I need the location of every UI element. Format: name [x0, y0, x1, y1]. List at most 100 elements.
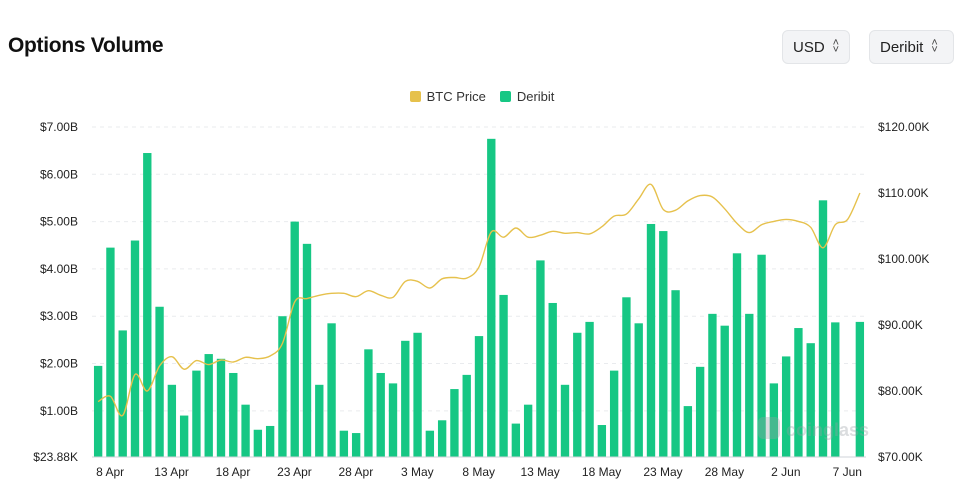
bar-deribit	[536, 260, 545, 457]
chart-axes: $23.88K $1.00B $2.00B $3.00B $4.00B $5.00B $6.…	[33, 120, 929, 479]
bar-deribit	[474, 336, 484, 457]
bar-deribit	[167, 384, 177, 457]
bar-deribit	[708, 313, 717, 457]
chevron-updown-icon: ˄ ˅	[931, 37, 938, 56]
x-tick-label: 2 Jun	[771, 465, 800, 479]
bar-deribit	[278, 316, 287, 457]
y-left-tick-label: $1.00B	[40, 404, 78, 418]
bar-deribit	[364, 349, 373, 457]
bar-deribit	[216, 358, 226, 457]
y-right-tick-label: $90.00K	[878, 318, 923, 332]
x-tick-label: 8 May	[462, 465, 495, 479]
bar-deribit	[376, 372, 385, 457]
bar-deribit	[720, 325, 729, 457]
legend-item-deribit[interactable]: Deribit	[499, 89, 555, 104]
legend-swatch-btc-price	[409, 91, 421, 102]
y-left-tick-label: $4.00B	[40, 262, 78, 276]
coinglass-logo: coinglass	[758, 417, 869, 440]
bar-deribit	[573, 332, 582, 457]
bar-deribit	[806, 343, 815, 457]
bar-deribit	[757, 254, 766, 457]
y-left-tick-label: $5.00B	[40, 215, 78, 229]
bar-deribit	[204, 354, 213, 457]
legend-label-deribit: Deribit	[516, 89, 555, 104]
bar-deribit	[143, 153, 152, 457]
bar-deribit	[130, 240, 140, 457]
x-tick-label: 13 Apr	[154, 465, 189, 479]
bar-deribit	[695, 366, 705, 457]
bar-deribit	[192, 370, 201, 457]
bar-deribit	[339, 430, 349, 457]
legend-label-btc-price: BTC Price	[426, 89, 486, 104]
bar-deribit	[499, 294, 508, 457]
bar-deribit	[511, 423, 521, 457]
bar-deribit	[388, 383, 398, 457]
bar-deribit	[523, 404, 533, 457]
x-tick-label: 23 Apr	[277, 465, 312, 479]
y-left-tick-label: $7.00B	[40, 120, 78, 134]
bar-deribit	[179, 415, 189, 457]
coinglass-logo-icon	[758, 417, 780, 439]
bar-deribit	[253, 429, 263, 457]
x-tick-label: 18 May	[582, 465, 621, 479]
bar-deribit	[327, 323, 336, 457]
line-btc-price	[97, 183, 861, 417]
bar-deribit	[265, 425, 275, 457]
bar-deribit	[487, 138, 496, 458]
y-right-tick-label: $80.00K	[878, 384, 923, 398]
y-left-tick-label: $6.00B	[40, 167, 78, 181]
page-title: Options Volume	[8, 34, 164, 57]
legend-item-btc-price[interactable]: BTC Price	[409, 89, 486, 104]
y-right-tick-label: $120.00K	[878, 120, 929, 134]
bar-deribit	[585, 321, 594, 457]
x-tick-label: 23 May	[643, 465, 682, 479]
y-left-tick-label: $2.00B	[40, 357, 78, 371]
bar-deribit	[818, 200, 828, 457]
bar-deribit	[659, 231, 668, 457]
bar-deribit	[622, 297, 631, 457]
exchange-select[interactable]: Deribit ˄ ˅	[869, 30, 954, 64]
bar-deribit	[401, 340, 410, 457]
bar-deribit	[302, 243, 312, 457]
bar-deribit	[548, 302, 557, 457]
chart-legend: BTC Price Deribit	[0, 89, 964, 104]
x-tick-label: 18 Apr	[216, 465, 251, 479]
x-tick-label: 7 Jun	[833, 465, 862, 479]
bar-deribit	[118, 330, 127, 457]
bar-deribit	[745, 313, 754, 457]
y-right-tick-label: $100.00K	[878, 252, 929, 266]
bar-deribit	[437, 420, 447, 457]
bar-deribit	[462, 374, 471, 457]
bar-deribit	[855, 321, 865, 457]
legend-swatch-deribit	[499, 91, 511, 102]
x-tick-label: 28 May	[705, 465, 744, 479]
y-right-tick-label: $70.00K	[878, 450, 923, 464]
bar-deribit	[290, 221, 299, 457]
x-tick-label: 28 Apr	[339, 465, 374, 479]
x-tick-label: 3 May	[401, 465, 434, 479]
coinglass-logo-text: coinglass	[786, 420, 869, 440]
bar-deribit	[106, 247, 115, 457]
y-left-tick-label: $3.00B	[40, 309, 78, 323]
bar-deribit	[315, 384, 324, 457]
x-tick-label: 8 Apr	[96, 465, 124, 479]
x-tick-label: 13 May	[520, 465, 559, 479]
chart-watermark: coinglass	[758, 417, 869, 440]
bar-deribit	[732, 253, 742, 457]
bar-deribit	[794, 328, 803, 457]
bar-deribit	[425, 430, 435, 457]
chart-line	[97, 183, 861, 417]
bar-deribit	[93, 365, 103, 457]
bar-deribit	[351, 433, 361, 457]
bar-deribit	[597, 425, 607, 457]
y-left-tick-label: $23.88K	[33, 450, 78, 464]
bar-deribit	[831, 322, 840, 457]
currency-select[interactable]: USD ˄ ˅	[782, 30, 850, 64]
bar-deribit	[671, 290, 680, 457]
bar-deribit	[646, 223, 656, 457]
bar-deribit	[450, 389, 459, 457]
chevron-updown-icon: ˄ ˅	[832, 37, 840, 56]
bar-deribit	[413, 332, 422, 457]
bar-deribit	[241, 404, 250, 457]
